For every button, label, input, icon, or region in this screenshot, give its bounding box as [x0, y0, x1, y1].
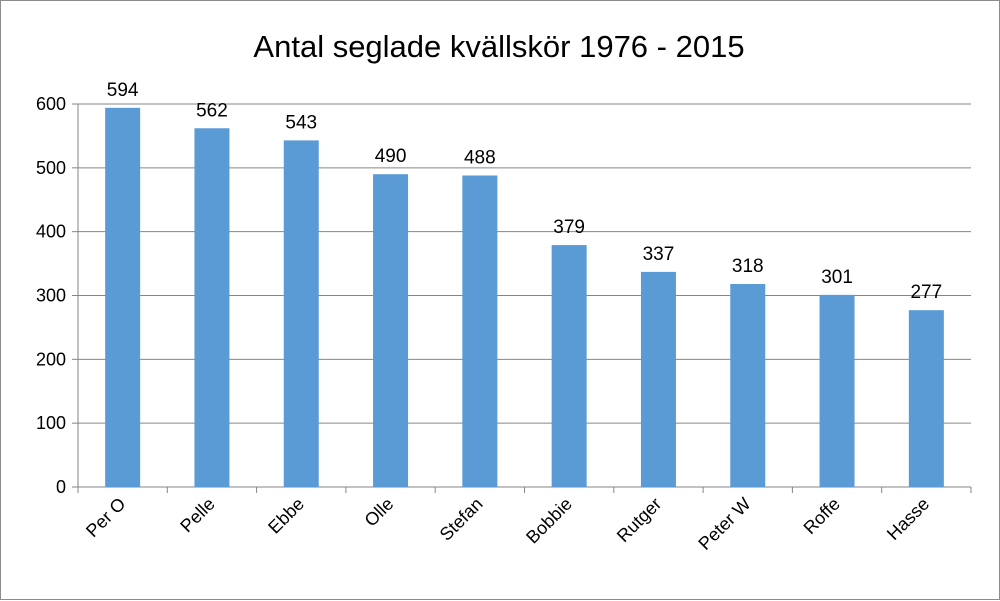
y-tick-label: 500	[36, 158, 66, 178]
y-tick-label: 300	[36, 286, 66, 306]
y-tick-label: 200	[36, 349, 66, 369]
y-tick-label: 400	[36, 222, 66, 242]
chart-title: Antal seglade kvällskör 1976 - 2015	[253, 29, 744, 64]
y-tick-label: 100	[36, 413, 66, 433]
data-label: 337	[643, 244, 675, 265]
data-label: 488	[464, 147, 496, 168]
bar	[730, 284, 766, 487]
bar	[283, 140, 319, 487]
data-label: 543	[285, 112, 317, 133]
data-labels: 594 562 543 490 488 379 337 318 301 277	[107, 80, 942, 303]
x-axis-category-labels: Per O Pelle Ebbe Olle Stefan Bobbie Rutger Pete…	[82, 494, 933, 554]
x-category-label: Roffe	[800, 494, 844, 538]
x-category-label: Rutger	[613, 494, 665, 546]
bar	[373, 174, 409, 487]
bars	[105, 107, 944, 488]
data-label: 562	[196, 100, 228, 121]
bar	[194, 128, 230, 488]
data-label: 594	[107, 80, 139, 101]
bar	[105, 107, 141, 487]
y-axis-tick-labels: 0 100 200 300 400 500 600	[36, 94, 66, 497]
y-tick-label: 0	[56, 477, 66, 497]
data-label: 301	[821, 267, 853, 288]
x-category-label: Per O	[82, 494, 129, 541]
data-label: 379	[553, 217, 585, 238]
data-label: 318	[732, 256, 764, 277]
data-label: 277	[910, 282, 942, 303]
bar	[908, 310, 944, 487]
bar	[819, 294, 855, 487]
x-category-label: Pelle	[176, 494, 218, 536]
bar	[462, 175, 498, 487]
data-label: 490	[375, 146, 407, 167]
x-category-label: Peter W	[694, 494, 754, 554]
bar	[640, 271, 676, 487]
x-category-label: Bobbie	[522, 494, 576, 548]
y-tick-label: 600	[36, 94, 66, 114]
x-category-label: Hasse	[883, 494, 933, 544]
x-category-label: Stefan	[436, 494, 487, 545]
x-category-label: Ebbe	[264, 494, 308, 538]
x-category-label: Olle	[361, 494, 398, 531]
bar	[551, 245, 587, 487]
